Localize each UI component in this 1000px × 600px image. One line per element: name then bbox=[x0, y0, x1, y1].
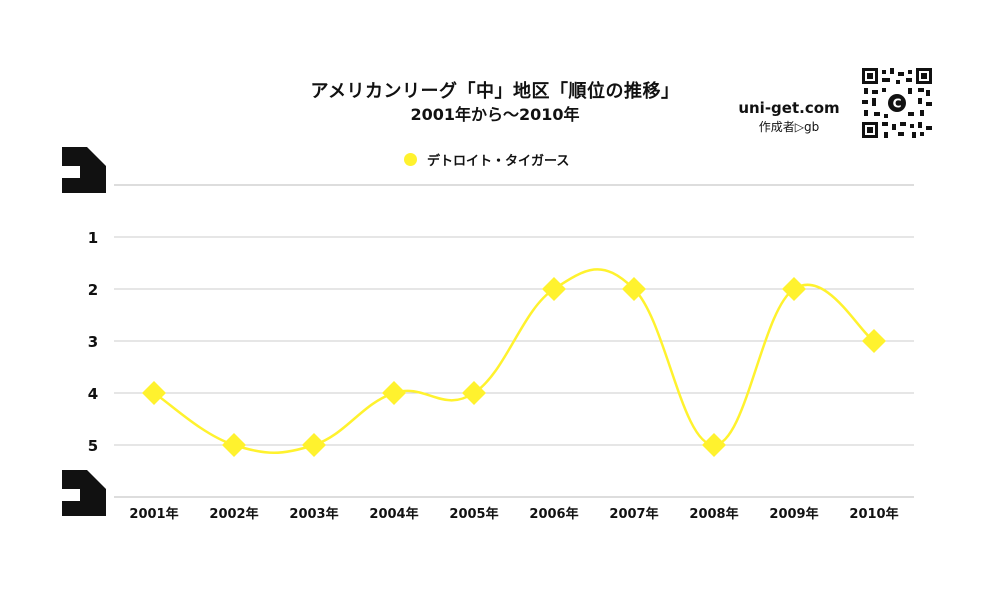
x-tick-label: 2003年 bbox=[289, 506, 338, 522]
x-tick-label: 2009年 bbox=[769, 506, 818, 522]
svg-text:C: C bbox=[893, 97, 902, 111]
y-tick-label: 4 bbox=[88, 385, 98, 403]
site-name[interactable]: uni-get.com bbox=[738, 99, 840, 117]
qr-code-icon[interactable]: C bbox=[862, 68, 932, 138]
y-tick-label: 3 bbox=[88, 333, 98, 351]
data-point[interactable] bbox=[382, 381, 406, 405]
x-tick-label: 2004年 bbox=[369, 506, 418, 522]
x-tick-label: 2007年 bbox=[609, 506, 658, 522]
chart-subtitle: 2001年から～2010年 bbox=[410, 105, 580, 124]
y-tick-label: 2 bbox=[88, 281, 98, 299]
chart-legend: デトロイト・タイガース bbox=[404, 150, 569, 169]
data-point[interactable] bbox=[862, 329, 886, 353]
x-tick-label: 2005年 bbox=[449, 506, 498, 522]
data-point[interactable] bbox=[702, 433, 726, 457]
data-point[interactable] bbox=[622, 277, 646, 301]
y-tick-label: 5 bbox=[88, 437, 98, 455]
data-point[interactable] bbox=[782, 277, 806, 301]
legend-swatch bbox=[404, 153, 417, 166]
series-line bbox=[153, 268, 875, 455]
y-tick-label: 1 bbox=[88, 229, 98, 247]
author-credit: 作成者▷gb bbox=[758, 120, 820, 134]
x-tick-label: 2001年 bbox=[129, 506, 178, 522]
bottom-bracket-icon bbox=[62, 470, 106, 516]
chart-title-block: アメリカンリーグ「中」地区「順位の推移」 2001年から～2010年 bbox=[285, 80, 705, 126]
brand-block: uni-get.com 作成者▷gb bbox=[737, 98, 841, 136]
x-tick-label: 2006年 bbox=[529, 506, 578, 522]
legend-label: デトロイト・タイガース bbox=[427, 154, 570, 169]
data-point[interactable] bbox=[222, 433, 246, 457]
data-point[interactable] bbox=[462, 381, 486, 405]
data-point[interactable] bbox=[142, 381, 166, 405]
data-point[interactable] bbox=[302, 433, 326, 457]
top-bracket-icon bbox=[62, 147, 106, 193]
chart-title: アメリカンリーグ「中」地区「順位の推移」 bbox=[310, 81, 680, 102]
x-tick-label: 2002年 bbox=[209, 506, 258, 522]
x-tick-label: 2010年 bbox=[849, 506, 898, 522]
data-point[interactable] bbox=[542, 277, 566, 301]
x-tick-label: 2008年 bbox=[689, 506, 738, 522]
